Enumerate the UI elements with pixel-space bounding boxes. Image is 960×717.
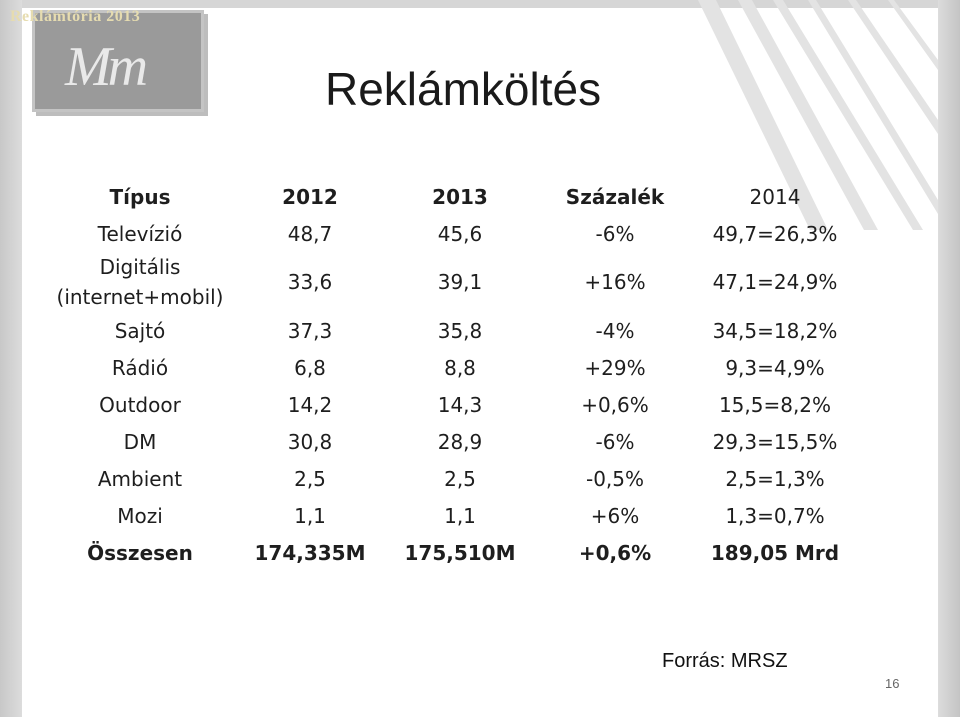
table-total-row: Összesen 174,335M 175,510M +0,6% 189,05 … [40, 534, 860, 571]
cell-2014: 1,3=0,7% [725, 503, 825, 528]
cell-2013: 28,9 [437, 429, 483, 454]
cell-type: Televízió [97, 221, 183, 246]
cell-2012: 33,6 [287, 270, 333, 294]
slide-frame-left [0, 0, 22, 717]
cell-type: Outdoor [99, 392, 181, 417]
cell-2013: 2,5 [444, 466, 476, 491]
cell-2014: 15,5=8,2% [718, 392, 832, 417]
header-2013: 2013 [432, 184, 488, 209]
cell-percent: +0,6% [581, 392, 649, 417]
header-type: Típus [109, 184, 171, 209]
slide-title: Reklámköltés [325, 63, 602, 115]
cell-2013: 14,3 [437, 392, 483, 417]
cell-type: DM [123, 429, 157, 454]
total-2013: 175,510M [404, 540, 516, 565]
cell-type: Ambient [97, 466, 183, 491]
slide-frame-right [938, 0, 960, 717]
ad-spend-table: Típus 2012 2013 Százalék 2014 Televízió 4… [40, 178, 860, 571]
table-row: Digitális (internet+mobil) 33,6 39,1 +16% 47… [40, 252, 860, 312]
cell-2014: 47,1=24,9% [712, 270, 838, 294]
header-2014: 2014 [749, 184, 801, 209]
cell-percent: -0,5% [585, 466, 645, 491]
cell-percent: -6% [595, 221, 635, 246]
cell-2013: 35,8 [437, 318, 483, 343]
cell-2013: 1,1 [444, 503, 476, 528]
total-percent: +0,6% [578, 540, 652, 565]
table-row: Rádió 6,8 8,8 +29% 9,3=4,9% [40, 349, 860, 386]
cell-2012: 1,1 [294, 503, 326, 528]
cell-2014: 29,3=15,5% [712, 429, 838, 454]
total-2014: 189,05 Mrd [710, 540, 840, 565]
cell-2012: 6,8 [294, 355, 326, 380]
cell-percent: -6% [595, 429, 635, 454]
total-2012: 174,335M [254, 540, 366, 565]
source-note: Forrás: MRSZ [662, 650, 788, 672]
table-header-row: Típus 2012 2013 Százalék 2014 [40, 178, 860, 215]
cell-2012: 14,2 [287, 392, 333, 417]
cell-type: Sajtó [114, 318, 166, 343]
cell-percent: -4% [595, 318, 635, 343]
cell-2012: 48,7 [287, 221, 333, 246]
cell-2013: 8,8 [444, 355, 476, 380]
cell-2013: 45,6 [437, 221, 483, 246]
cell-percent: +29% [584, 355, 646, 380]
cell-2012: 2,5 [294, 466, 326, 491]
table-row: Televízió 48,7 45,6 -6% 49,7=26,3% [40, 215, 860, 252]
header-percent: Százalék [565, 184, 665, 209]
cell-2012: 30,8 [287, 429, 333, 454]
cell-2014: 34,5=18,2% [712, 318, 838, 343]
table-row: Outdoor 14,2 14,3 +0,6% 15,5=8,2% [40, 386, 860, 423]
cell-type: Rádió [111, 355, 169, 380]
cell-2014: 2,5=1,3% [725, 466, 825, 491]
slide-frame-top [0, 0, 960, 8]
table-row: DM 30,8 28,9 -6% 29,3=15,5% [40, 423, 860, 460]
cell-percent: +16% [584, 270, 646, 294]
decorative-stripes [698, 0, 938, 230]
cell-type: Digitális (internet+mobil) [56, 255, 224, 309]
cell-2014: 9,3=4,9% [725, 355, 825, 380]
company-logo: Mm [32, 10, 204, 112]
cell-percent: +6% [590, 503, 640, 528]
table-row: Ambient 2,5 2,5 -0,5% 2,5=1,3% [40, 460, 860, 497]
brand-caption: Reklámtória 2013 [10, 8, 141, 25]
total-label: Összesen [87, 540, 193, 565]
table-row: Sajtó 37,3 35,8 -4% 34,5=18,2% [40, 312, 860, 349]
cell-2012: 37,3 [287, 318, 333, 343]
table-row: Mozi 1,1 1,1 +6% 1,3=0,7% [40, 497, 860, 534]
header-2012: 2012 [282, 184, 338, 209]
logo-mark: Mm [65, 36, 148, 98]
cell-2014: 49,7=26,3% [712, 221, 838, 246]
cell-type: Mozi [117, 503, 163, 528]
page-number: 16 [885, 676, 900, 691]
cell-2013: 39,1 [437, 270, 483, 294]
